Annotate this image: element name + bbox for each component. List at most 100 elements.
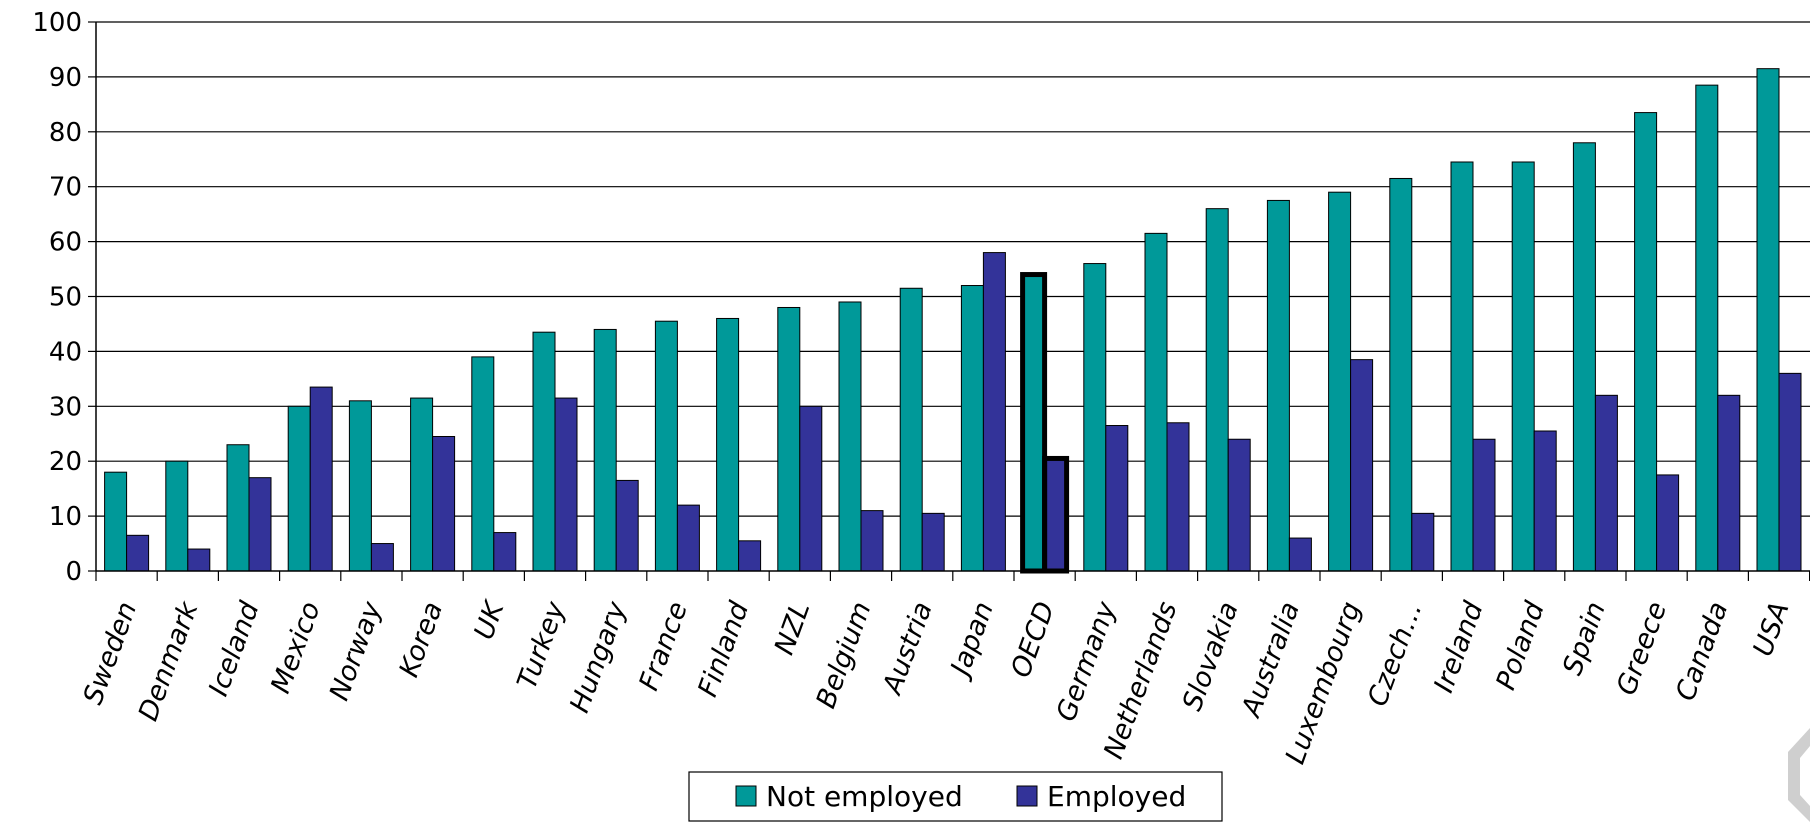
bar-employed-korea [432, 435, 456, 572]
x-tick-label-japan: Japan [943, 598, 1000, 684]
bar-employed-turkey [554, 397, 578, 572]
x-tick-label-canada: Canada [1670, 598, 1734, 705]
bar-not-employed-oecd [1022, 274, 1046, 572]
bar-not-employed-denmark [165, 460, 189, 572]
x-tick-label-korea: Korea [394, 598, 450, 681]
x-tick-label-germany: Germany [1051, 597, 1123, 726]
bar-employed-poland [1533, 430, 1557, 572]
bar-not-employed-ireland [1450, 161, 1474, 572]
y-tick-label-80: 80 [49, 118, 82, 148]
x-tick-label-oecd: OECD [1005, 598, 1061, 682]
x-tick-label-finland: Finland [692, 597, 755, 701]
bar-not-employed-nzl [777, 306, 801, 572]
bar-not-employed-netherlands [1144, 232, 1168, 572]
x-tick-label-slovakia: Slovakia [1177, 598, 1245, 715]
bar-not-employed-austria [899, 287, 923, 572]
bar-employed-oecd [1044, 457, 1068, 572]
legend: Not employed Employed [688, 771, 1223, 822]
bar-not-employed-uk [471, 356, 495, 572]
bar-employed-hungary [615, 479, 639, 572]
x-tick-label-mexico: Mexico [265, 598, 327, 698]
bar-not-employed-spain [1572, 142, 1596, 572]
x-tick-label-belgium: Belgium [811, 598, 878, 713]
bar-not-employed-usa [1756, 68, 1780, 572]
y-tick-label-40: 40 [49, 337, 82, 367]
legend-label-employed: Employed [1047, 780, 1186, 813]
bar-employed-finland [738, 540, 762, 572]
bar-not-employed-czech [1389, 177, 1413, 572]
x-tick-label-austria: Austria [876, 598, 938, 700]
x-tick-label-sweden: Sweden [78, 598, 144, 709]
bar-not-employed-iceland [226, 444, 250, 572]
bar-not-employed-germany [1083, 263, 1107, 572]
bar-employed-canada [1717, 394, 1741, 572]
bar-not-employed-norway [348, 400, 372, 572]
bar-not-employed-japan [960, 285, 984, 572]
bar-not-employed-korea [410, 397, 434, 572]
bar-employed-netherlands [1166, 422, 1190, 572]
bar-employed-iceland [248, 477, 272, 572]
y-tick-label-20: 20 [49, 447, 82, 477]
x-tick-label-australia: Australia [1235, 598, 1306, 723]
y-tick-label-60: 60 [49, 228, 82, 258]
x-tick-label-uk: UK [468, 596, 511, 644]
corner-decoration [1788, 728, 1810, 822]
bar-employed-czech [1411, 512, 1435, 572]
x-tick-label-czech: Czech… [1362, 598, 1428, 711]
x-tick-label-hungary: Hungary [564, 597, 633, 717]
y-tick-label-30: 30 [49, 392, 82, 422]
bar-employed-greece [1656, 474, 1680, 572]
y-tick-label-0: 0 [65, 557, 82, 587]
x-tick-label-poland: Poland [1490, 597, 1551, 694]
bar-not-employed-hungary [593, 328, 617, 572]
bar-employed-nzl [799, 405, 823, 572]
bar-not-employed-slovakia [1205, 208, 1229, 572]
bar-employed-usa [1778, 372, 1802, 572]
bar-not-employed-australia [1266, 199, 1290, 572]
bar-employed-spain [1594, 394, 1618, 572]
y-tick-label-70: 70 [49, 173, 82, 203]
bar-employed-austria [921, 512, 945, 572]
bar-not-employed-belgium [838, 301, 862, 572]
bar-employed-sweden [126, 534, 150, 572]
bar-employed-belgium [860, 510, 884, 572]
bar-employed-denmark [187, 548, 211, 572]
bar-not-employed-turkey [532, 331, 556, 572]
bar-employed-ireland [1472, 438, 1496, 572]
bar-not-employed-luxembourg [1328, 191, 1352, 572]
bar-not-employed-finland [716, 317, 740, 572]
x-tick-label-usa: USA [1748, 598, 1796, 661]
bar-employed-mexico [309, 386, 333, 572]
y-tick-label-100: 100 [32, 8, 82, 38]
bar-employed-germany [1105, 425, 1129, 572]
bar-not-employed-canada [1695, 84, 1719, 572]
bar-employed-norway [370, 543, 394, 572]
bar-employed-japan [982, 252, 1006, 572]
x-tick-label-spain: Spain [1557, 598, 1612, 679]
y-axis-ticks: 0 10 20 30 40 50 60 70 80 90 100 [32, 8, 96, 587]
bar-not-employed-mexico [287, 405, 311, 572]
legend-swatch-employed [1016, 785, 1038, 807]
y-tick-label-50: 50 [49, 283, 82, 313]
bar-employed-france [676, 504, 700, 572]
x-tick-label-ireland: Ireland [1428, 597, 1490, 697]
bars [104, 68, 1802, 574]
x-tick-label-norway: Norway [324, 597, 389, 705]
x-tick-label-nzl: NZL [769, 598, 817, 659]
bar-not-employed-sweden [104, 471, 128, 572]
bar-not-employed-poland [1511, 161, 1535, 572]
bar-employed-luxembourg [1350, 359, 1374, 572]
gridlines [96, 21, 1810, 517]
bar-not-employed-france [654, 320, 678, 572]
legend-box [688, 771, 1223, 822]
x-tick-label-turkey: Turkey [512, 597, 572, 693]
bar-employed-slovakia [1227, 438, 1251, 572]
bar-not-employed-greece [1634, 112, 1658, 572]
legend-swatch-not-employed [735, 785, 757, 807]
x-tick-label-france: France [633, 598, 694, 695]
legend-label-not-employed: Not employed [766, 780, 963, 813]
y-tick-label-10: 10 [49, 502, 82, 532]
x-tick-label-denmark: Denmark [133, 597, 205, 725]
corner-chevron-shape [1788, 728, 1810, 822]
